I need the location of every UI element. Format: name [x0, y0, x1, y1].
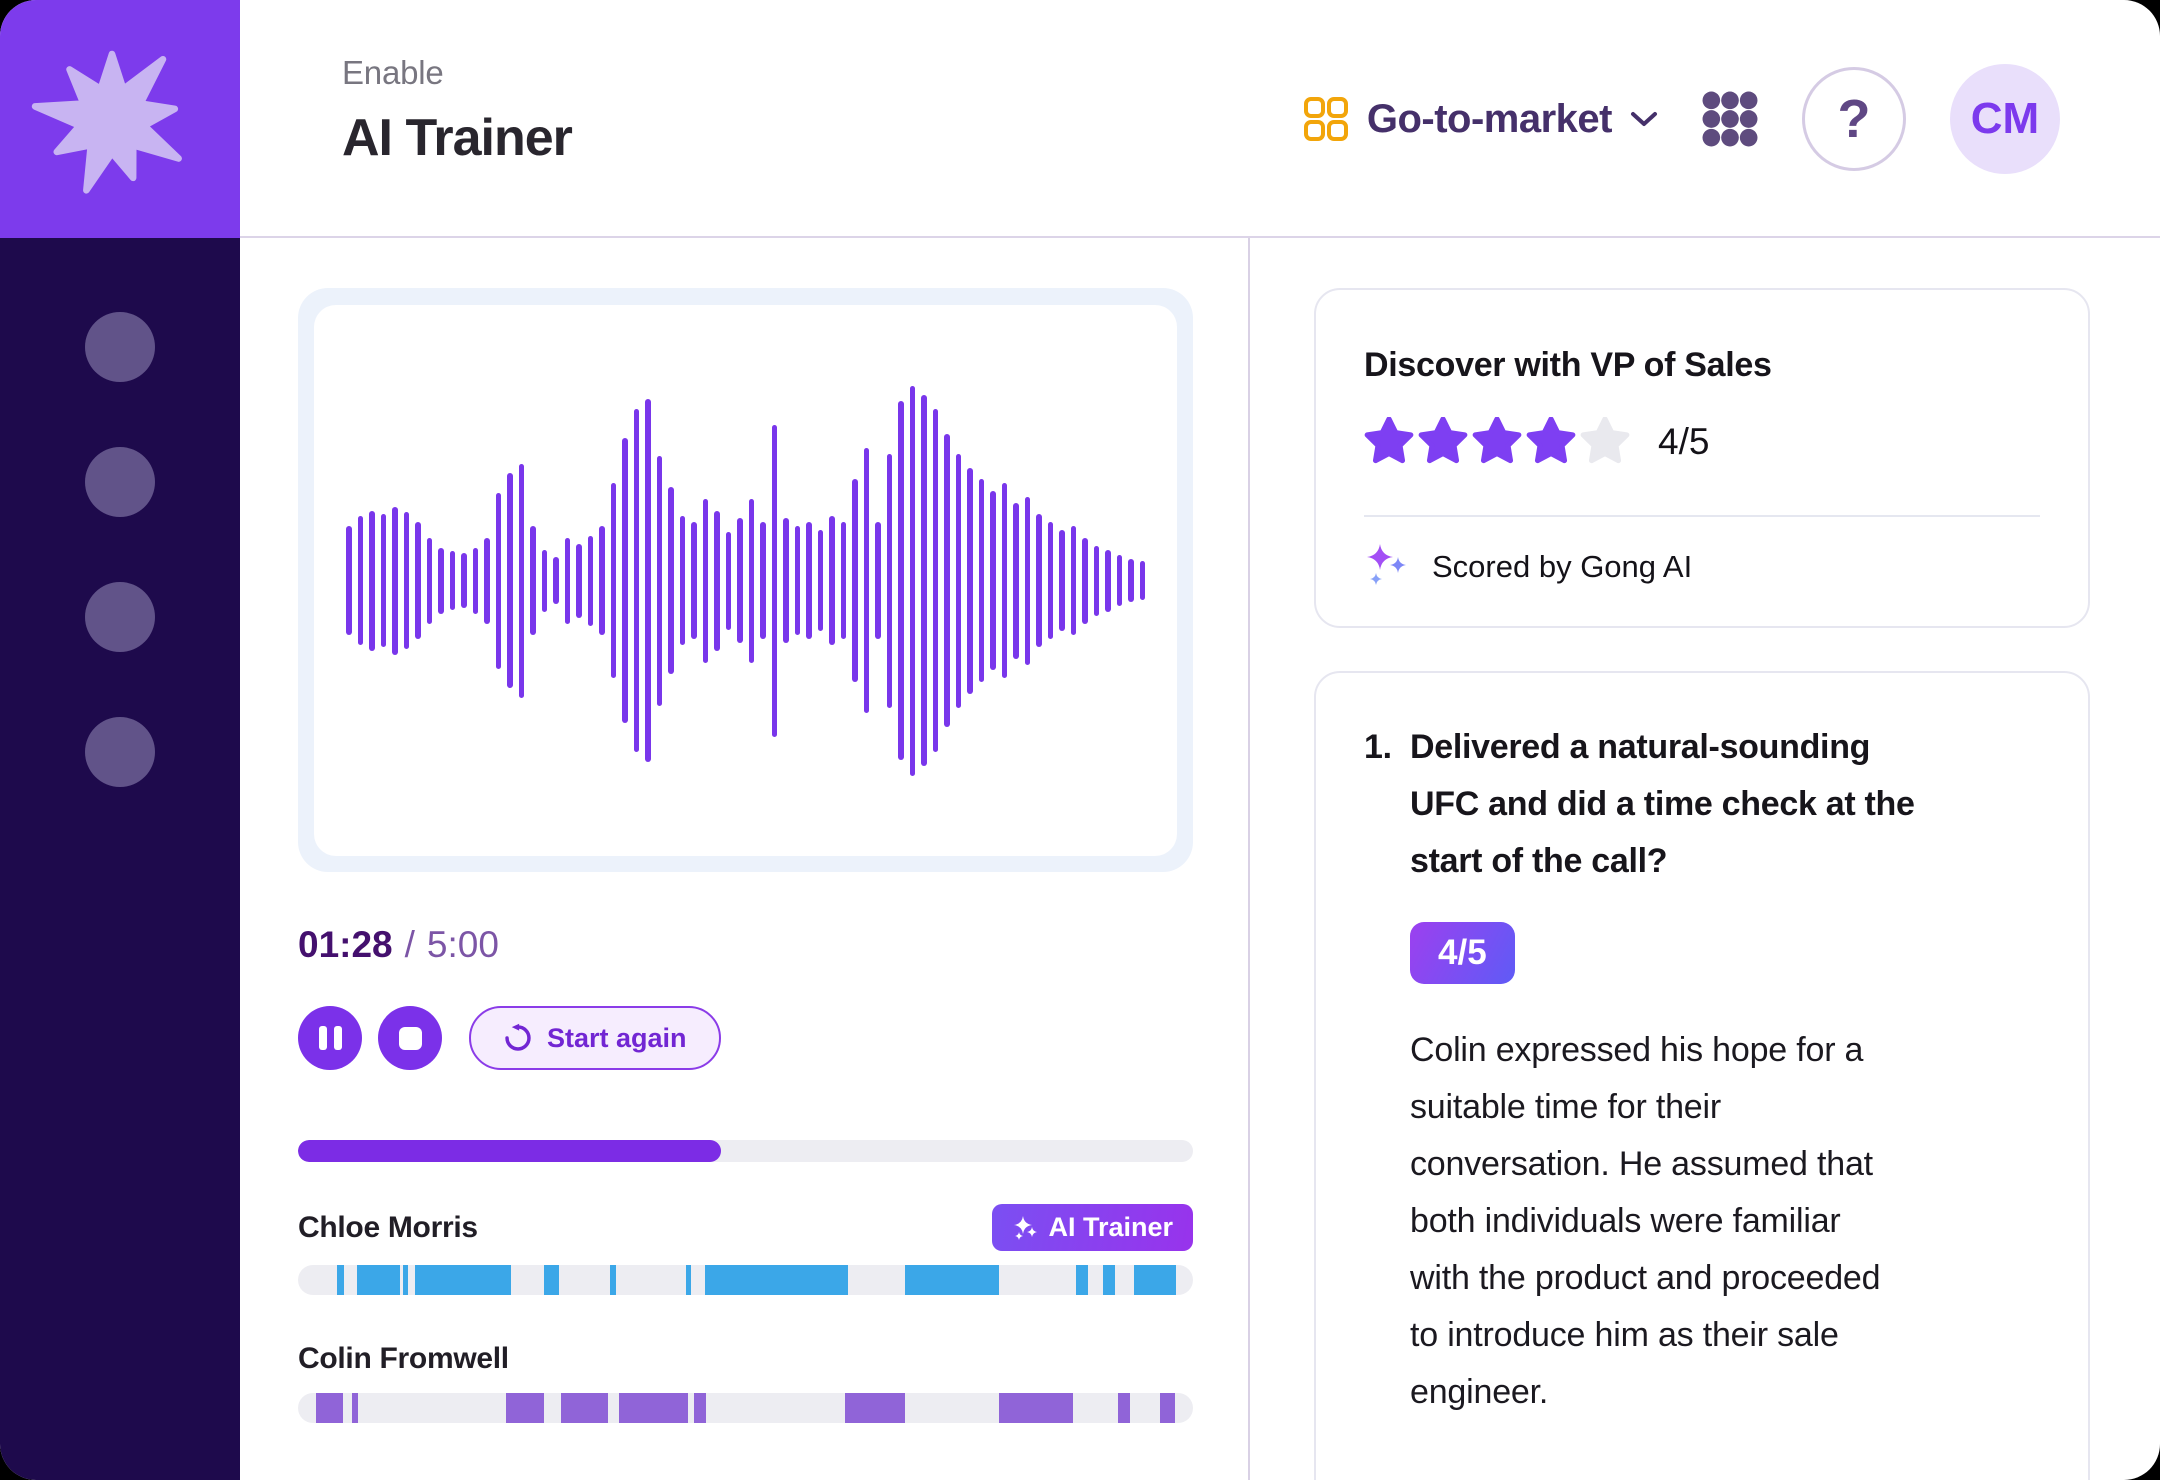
question-row: 1. Delivered a natural-sounding UFC and …: [1364, 719, 2040, 890]
talk-segment: [693, 1393, 707, 1423]
talk-segment: [505, 1393, 545, 1423]
start-again-label: Start again: [547, 1022, 687, 1053]
talk-segment: [610, 1265, 616, 1295]
app-section-label: Enable: [342, 54, 444, 91]
scored-by-row: Scored by Gong AI: [1364, 543, 2040, 591]
sidebar-nav-item-4[interactable]: [85, 717, 155, 787]
panel-divider: [1248, 238, 1250, 1480]
star-rating-row: 4/5: [1364, 417, 2040, 467]
star-icon: [1472, 417, 1522, 464]
talk-segment: [315, 1393, 343, 1423]
waveform-card: [298, 288, 1193, 872]
talk-segment: [337, 1265, 344, 1295]
speaker-timeline-chloe[interactable]: [298, 1265, 1193, 1295]
question-answer-text: Colin expressed his hope for a suitable …: [1410, 1031, 1881, 1411]
talk-segment: [1117, 1393, 1131, 1423]
scored-by-label: Scored by Gong AI: [1432, 549, 1693, 584]
current-time: 01:28: [298, 924, 393, 965]
workspace-grid-icon: [1303, 97, 1348, 141]
star-icon: [1418, 417, 1468, 464]
talk-segment: [357, 1265, 401, 1295]
header-actions: Go-to-market ? CM: [1303, 0, 2060, 238]
talk-segment: [904, 1265, 999, 1295]
speaker-timeline-colin[interactable]: [298, 1393, 1193, 1423]
sidebar-nav-item-1[interactable]: [85, 312, 155, 382]
talk-segment: [1075, 1265, 1089, 1295]
progress-fill: [298, 1140, 722, 1162]
playback-controls: Start again: [298, 1006, 1193, 1070]
progress-bar[interactable]: [298, 1140, 1193, 1162]
sidebar-nav-item-2[interactable]: [85, 447, 155, 517]
question-score-badge: 4/5: [1410, 922, 1515, 984]
talk-segment: [351, 1393, 358, 1423]
speaker-row: Chloe Morris AI Trainer: [298, 1204, 1193, 1251]
talk-segment: [998, 1393, 1074, 1423]
speaker-row: Colin Fromwell: [298, 1339, 1193, 1379]
page-title: AI Trainer: [342, 109, 573, 167]
talk-segment: [1159, 1393, 1176, 1423]
talk-segment: [1102, 1265, 1116, 1295]
star-icon: [1526, 417, 1576, 464]
sidebar: [0, 238, 240, 1480]
score-value: 4/5: [1658, 421, 1710, 462]
ai-sparkles-icon: [1367, 544, 1406, 585]
gong-logo[interactable]: [0, 0, 240, 238]
pause-icon: [318, 1026, 342, 1050]
talk-segment: [619, 1393, 689, 1423]
speaker-name: Chloe Morris: [298, 1210, 478, 1244]
waveform: [346, 385, 1145, 776]
star-rating: [1364, 417, 1634, 467]
question-text: Delivered a natural-sounding UFC and did…: [1410, 728, 1915, 880]
call-player: 01:28 / 5:00 Start again: [298, 288, 1193, 1423]
talk-segment: [1133, 1265, 1176, 1295]
starburst-logo-icon: [31, 50, 182, 194]
user-avatar[interactable]: CM: [1950, 64, 2060, 174]
stop-icon: [398, 1026, 422, 1050]
stop-button[interactable]: [378, 1006, 442, 1070]
scorecard: Discover with VP of Sales 4/5: [1314, 288, 2090, 628]
waveform-inner-card: [314, 305, 1177, 856]
workspace-label: Go-to-market: [1366, 96, 1613, 141]
scorecard-title: Discover with VP of Sales: [1364, 346, 1772, 384]
playback-time: 01:28 / 5:00: [298, 924, 1193, 966]
ai-trainer-badge-label: AI Trainer: [1048, 1212, 1173, 1242]
sparkle-icon: [1014, 1215, 1038, 1240]
time-separator: /: [404, 924, 415, 965]
page-heading: Enable AI Trainer: [342, 54, 573, 168]
star-icon: [1580, 417, 1630, 464]
chevron-down-icon: [1631, 112, 1657, 126]
talk-segment: [685, 1265, 691, 1295]
pause-button[interactable]: [298, 1006, 362, 1070]
talk-segment: [415, 1265, 511, 1295]
header-divider: [240, 236, 2160, 238]
talk-segment: [705, 1265, 848, 1295]
help-button[interactable]: ?: [1802, 67, 1906, 171]
talk-segment: [402, 1265, 409, 1295]
question-number: 1.: [1364, 728, 1392, 766]
workspace-switcher[interactable]: Go-to-market: [1303, 96, 1658, 142]
app-launcher-button[interactable]: [1702, 91, 1758, 147]
total-time: 5:00: [426, 924, 499, 965]
question-card: 1. Delivered a natural-sounding UFC and …: [1314, 671, 2090, 1480]
app-grid-icon: [1702, 91, 1758, 147]
start-again-button[interactable]: Start again: [469, 1006, 721, 1070]
speaker-name: Colin Fromwell: [298, 1342, 509, 1375]
scoring-panel: Discover with VP of Sales 4/5: [1314, 288, 2090, 1480]
card-divider: [1364, 515, 2040, 517]
talk-segment: [544, 1265, 560, 1295]
ai-trainer-badge: AI Trainer: [992, 1204, 1193, 1251]
sidebar-nav-item-3[interactable]: [85, 582, 155, 652]
restart-icon: [505, 1023, 531, 1051]
star-icon: [1364, 417, 1414, 464]
talk-segment: [561, 1393, 608, 1423]
talk-segment: [844, 1393, 905, 1423]
